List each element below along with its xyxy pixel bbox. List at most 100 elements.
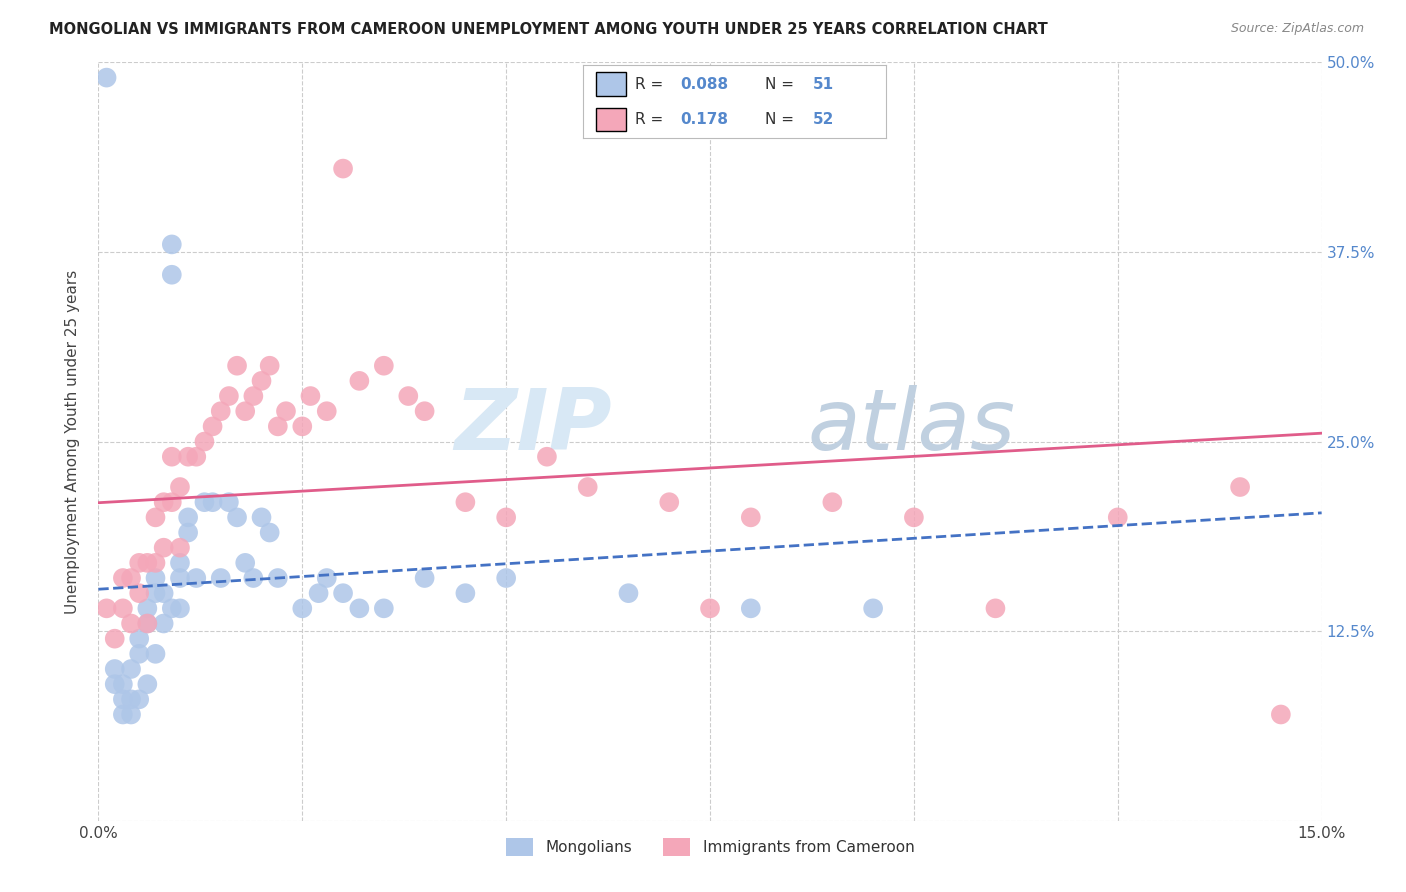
Point — [218, 389, 240, 403]
Text: Source: ZipAtlas.com: Source: ZipAtlas.com — [1230, 22, 1364, 36]
Point — [536, 450, 558, 464]
Point — [128, 692, 150, 706]
Point — [136, 616, 159, 631]
Point — [291, 419, 314, 434]
Point — [145, 556, 167, 570]
Point — [160, 601, 183, 615]
Point — [160, 237, 183, 252]
Point — [177, 525, 200, 540]
Text: 0.178: 0.178 — [681, 112, 728, 127]
Point — [152, 495, 174, 509]
Point — [308, 586, 330, 600]
Point — [104, 632, 127, 646]
Point — [111, 707, 134, 722]
Point — [96, 70, 118, 85]
Point — [332, 161, 354, 176]
Point — [120, 707, 142, 722]
Point — [145, 647, 167, 661]
Point — [96, 601, 118, 615]
Point — [104, 662, 127, 676]
Point — [201, 495, 224, 509]
Text: 0.088: 0.088 — [681, 77, 728, 92]
Point — [315, 404, 337, 418]
Point — [128, 632, 150, 646]
Point — [267, 571, 290, 585]
Text: N =: N = — [765, 112, 794, 127]
Point — [145, 586, 167, 600]
Point — [299, 389, 322, 403]
Point — [242, 389, 264, 403]
Text: 51: 51 — [813, 77, 834, 92]
Point — [821, 495, 844, 509]
Point — [111, 692, 134, 706]
Text: ZIP: ZIP — [454, 384, 612, 468]
Point — [209, 404, 232, 418]
Point — [274, 404, 297, 418]
Point — [209, 571, 232, 585]
Point — [218, 495, 240, 509]
Point — [454, 586, 477, 600]
Point — [396, 389, 419, 403]
Point — [104, 677, 127, 691]
Point — [128, 556, 150, 570]
Point — [152, 541, 174, 555]
Point — [193, 434, 215, 449]
Text: atlas: atlas — [808, 384, 1017, 468]
Point — [658, 495, 681, 509]
Point — [152, 586, 174, 600]
Point — [145, 571, 167, 585]
Point — [1107, 510, 1129, 524]
Text: R =: R = — [636, 77, 664, 92]
Point — [1229, 480, 1251, 494]
Point — [111, 571, 134, 585]
Point — [413, 404, 436, 418]
Point — [169, 556, 191, 570]
Point — [160, 495, 183, 509]
Point — [373, 359, 395, 373]
Point — [349, 601, 371, 615]
Point — [454, 495, 477, 509]
Text: R =: R = — [636, 112, 664, 127]
Point — [186, 450, 208, 464]
Point — [169, 601, 191, 615]
Point — [576, 480, 599, 494]
Point — [120, 616, 142, 631]
Point — [120, 571, 142, 585]
Point — [1270, 707, 1292, 722]
Point — [250, 374, 273, 388]
Point — [128, 586, 150, 600]
Point — [495, 510, 517, 524]
Point — [291, 601, 314, 615]
Point — [984, 601, 1007, 615]
Point — [128, 647, 150, 661]
Point — [495, 571, 517, 585]
Text: 52: 52 — [813, 112, 835, 127]
Point — [349, 374, 371, 388]
FancyBboxPatch shape — [596, 72, 626, 95]
Point — [120, 692, 142, 706]
Point — [903, 510, 925, 524]
Point — [226, 510, 249, 524]
Point — [169, 480, 191, 494]
Point — [136, 556, 159, 570]
Point — [177, 450, 200, 464]
Point — [193, 495, 215, 509]
Point — [111, 677, 134, 691]
Y-axis label: Unemployment Among Youth under 25 years: Unemployment Among Youth under 25 years — [65, 269, 80, 614]
Point — [120, 662, 142, 676]
Point — [136, 677, 159, 691]
Point — [332, 586, 354, 600]
Point — [136, 601, 159, 615]
Point — [699, 601, 721, 615]
Point — [145, 510, 167, 524]
Point — [413, 571, 436, 585]
FancyBboxPatch shape — [596, 108, 626, 131]
Point — [111, 601, 134, 615]
Point — [740, 601, 762, 615]
Point — [250, 510, 273, 524]
Point — [152, 616, 174, 631]
Legend: Mongolians, Immigrants from Cameroon: Mongolians, Immigrants from Cameroon — [499, 831, 921, 863]
Point — [177, 510, 200, 524]
Point — [242, 571, 264, 585]
Point — [740, 510, 762, 524]
